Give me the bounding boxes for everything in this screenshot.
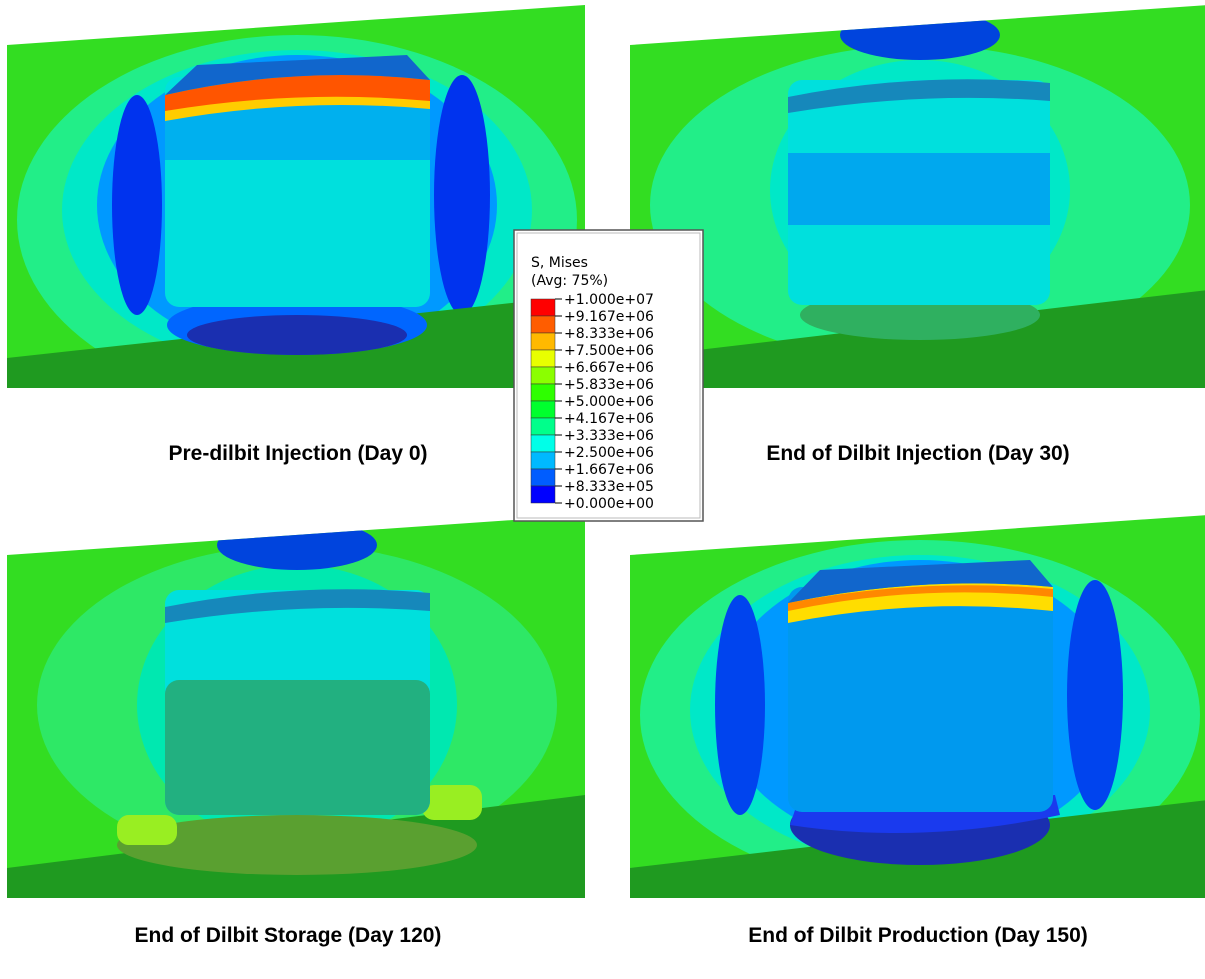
legend-title: S, Mises <box>531 255 588 271</box>
panel-caption: Pre-dilbit Injection (Day 0) <box>168 442 427 465</box>
legend-swatch <box>531 350 555 367</box>
legend-label: +9.167e+06 <box>564 309 654 325</box>
legend-swatch <box>531 384 555 401</box>
legend-label: +1.000e+07 <box>564 292 654 308</box>
legend-swatch <box>531 333 555 350</box>
legend-swatch <box>531 469 555 486</box>
contour-panel <box>630 515 1205 898</box>
panel-caption: End of Dilbit Production (Day 150) <box>748 924 1088 947</box>
legend-swatch <box>531 486 555 503</box>
legend-swatch <box>531 418 555 435</box>
legend-swatch <box>531 401 555 418</box>
legend-label: +7.500e+06 <box>564 343 654 359</box>
legend-label: +1.667e+06 <box>564 462 654 478</box>
legend-swatch <box>531 299 555 316</box>
contour-panel <box>630 5 1205 388</box>
legend-label: +8.333e+05 <box>564 479 654 495</box>
figure: Pre-dilbit Injection (Day 0) End of Dilb… <box>0 0 1205 979</box>
legend-label: +6.667e+06 <box>564 360 654 376</box>
legend-swatch <box>531 435 555 452</box>
legend-label: +8.333e+06 <box>564 326 654 342</box>
legend-label: +0.000e+00 <box>564 496 654 512</box>
legend-label: +4.167e+06 <box>564 411 654 427</box>
panel-caption: End of Dilbit Injection (Day 30) <box>766 442 1069 465</box>
legend-label: +3.333e+06 <box>564 428 654 444</box>
legend-swatch <box>531 367 555 384</box>
legend-label: +2.500e+06 <box>564 445 654 461</box>
legend-swatch <box>531 316 555 333</box>
legend: S, Mises (Avg: 75%) +1.000e+07+9.167e+06… <box>514 230 703 521</box>
legend-label: +5.000e+06 <box>564 394 654 410</box>
legend-swatch <box>531 452 555 469</box>
contour-panel <box>7 5 585 405</box>
contour-panel <box>7 515 585 898</box>
panel-caption: End of Dilbit Storage (Day 120) <box>135 924 442 947</box>
legend-subtitle: (Avg: 75%) <box>531 273 608 289</box>
legend-label: +5.833e+06 <box>564 377 654 393</box>
